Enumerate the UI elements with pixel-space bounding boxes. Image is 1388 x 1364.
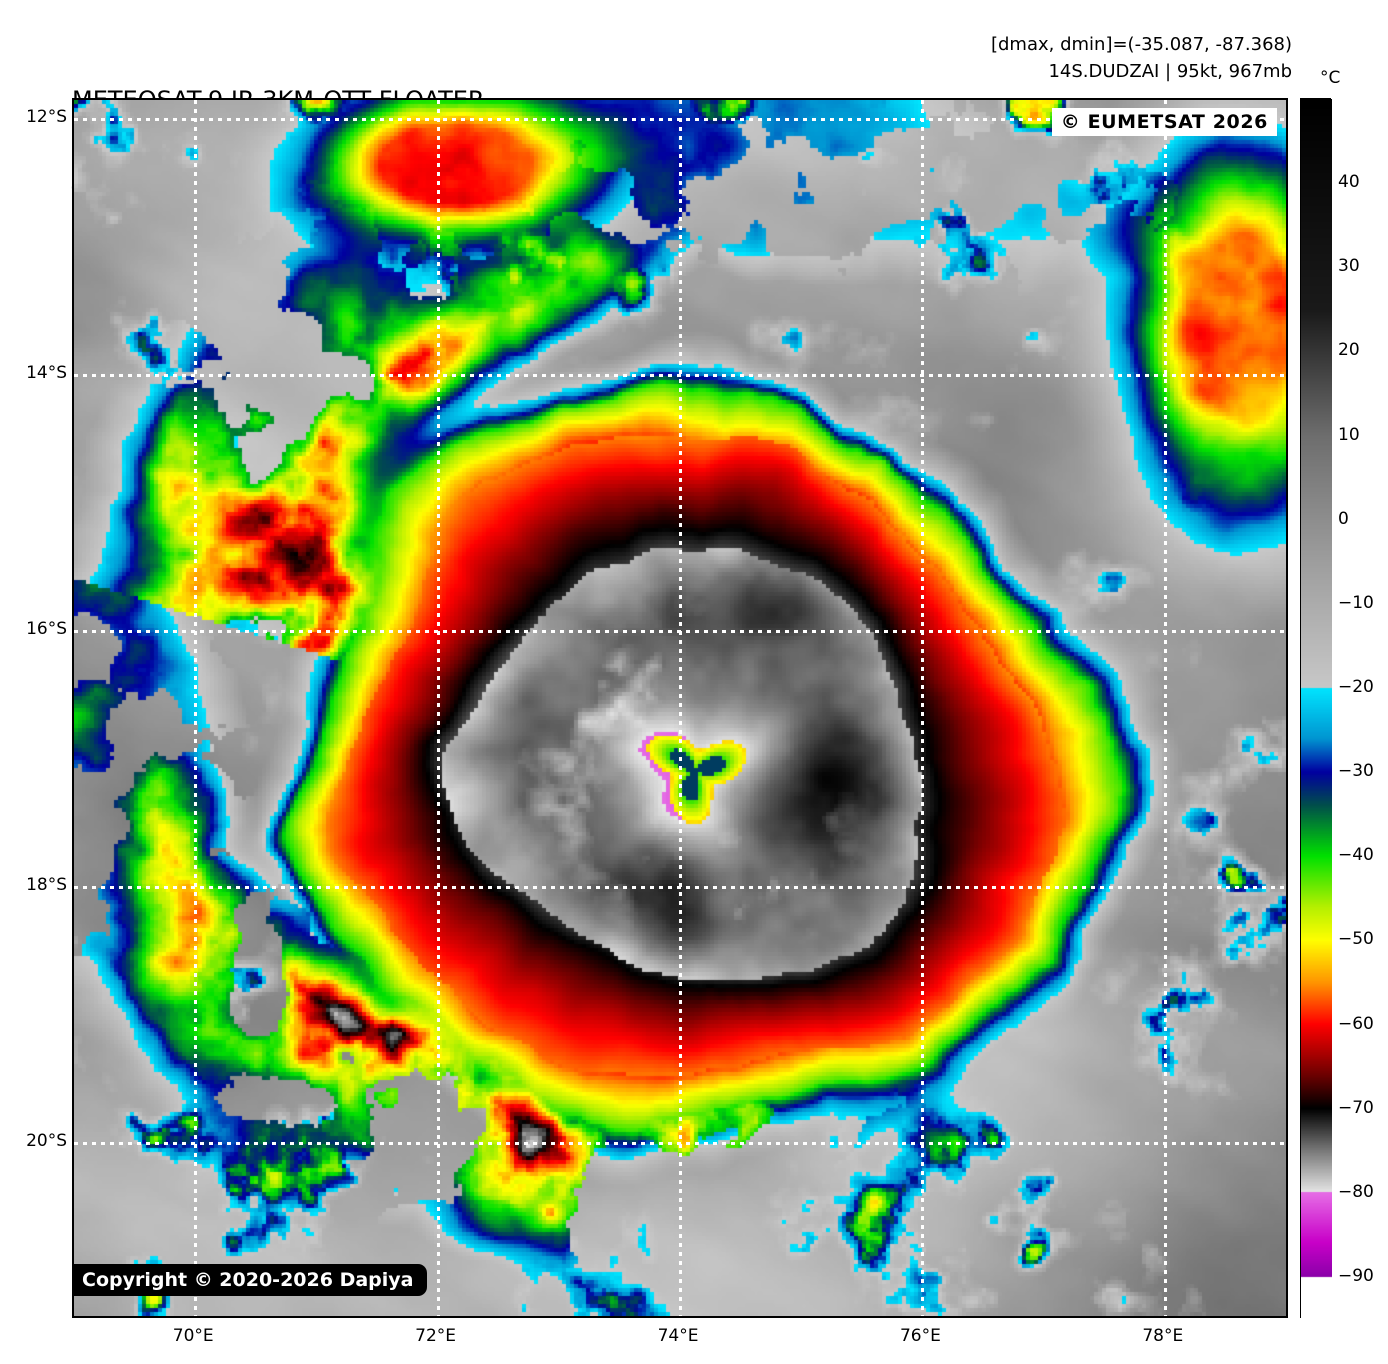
latitude-tick-label: 16°S — [26, 619, 67, 640]
colorbar-tick-label: 10 — [1338, 424, 1360, 445]
colorbar-tick-label: −30 — [1338, 761, 1374, 782]
satellite-image-plot[interactable]: © EUMETSAT 2026 Copyright © 2020-2026 Da… — [72, 98, 1288, 1318]
longitude-tick-label: 74°E — [657, 1326, 699, 1346]
infrared-satellite-heatmap — [74, 100, 1286, 1316]
colorbar-tick-label: 20 — [1338, 340, 1360, 361]
colorbar-tick-label: 0 — [1338, 508, 1349, 529]
latitude-tick-label: 14°S — [26, 363, 67, 384]
colorbar-tick-label: 40 — [1338, 172, 1360, 193]
colorbar-tick-label: −90 — [1338, 1265, 1374, 1286]
colorbar-tick-label: −60 — [1338, 1013, 1374, 1034]
colorbar-gradient — [1301, 99, 1332, 1319]
latitude-tick-label: 12°S — [26, 107, 67, 128]
dmax-dmin-text: [dmax, dmin]=(-35.087, -87.368) — [990, 34, 1292, 55]
longitude-tick-label: 70°E — [172, 1326, 214, 1346]
colorbar-tick-label: 30 — [1338, 256, 1360, 277]
colorbar-tick-label: −50 — [1338, 929, 1374, 950]
latitude-tick-label: 20°S — [26, 1131, 67, 1152]
colorbar-tick-label: −70 — [1338, 1097, 1374, 1118]
temperature-colorbar[interactable] — [1300, 98, 1332, 1319]
eumetsat-copyright-badge: © EUMETSAT 2026 — [1051, 108, 1277, 136]
longitude-tick-label: 78°E — [1142, 1326, 1184, 1346]
latitude-tick-label: 18°S — [26, 875, 67, 896]
longitude-tick-label: 76°E — [899, 1326, 941, 1346]
longitude-tick-label: 72°E — [415, 1326, 457, 1346]
stats-readout: [dmax, dmin]=(-35.087, -87.368) 14S.DUDZ… — [991, 31, 1292, 85]
colorbar-tick-label: −20 — [1338, 676, 1374, 697]
dapiya-copyright-badge: Copyright © 2020-2026 Dapiya — [74, 1264, 428, 1296]
colorbar-unit-label: °C — [1320, 68, 1341, 88]
storm-info-text: 14S.DUDZAI | 95kt, 967mb — [1048, 61, 1292, 82]
colorbar-tick-label: −10 — [1338, 592, 1374, 613]
colorbar-tick-label: −40 — [1338, 845, 1374, 866]
colorbar-tick-label: −80 — [1338, 1181, 1374, 1202]
